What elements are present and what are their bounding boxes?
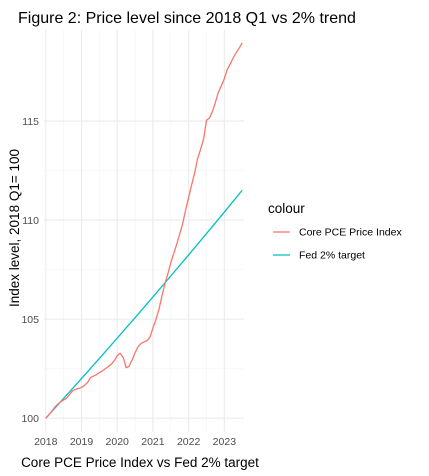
series-line-fed-2-target	[45, 189, 243, 419]
plot-panel	[44, 30, 244, 432]
legend-label: Fed 2% target	[299, 250, 365, 262]
series-line-core-pce-price-index	[45, 42, 243, 419]
x-tick-label: 2018	[34, 436, 58, 448]
grid-major	[44, 30, 244, 432]
y-tick-label: 110	[22, 215, 39, 227]
x-axis-title: Core PCE Price Index vs Fed 2% target	[21, 455, 259, 470]
x-tick-label: 2020	[106, 436, 130, 448]
x-tick-labels: 2018 2019 2020 2021 2022 2023	[34, 436, 236, 448]
y-axis-title: Index level, 2018 Q1= 100	[7, 149, 22, 307]
y-tick-labels: 100 105 110 115	[21, 116, 39, 425]
legend-items: Core PCE Price Index Fed 2% target	[273, 227, 402, 262]
x-tick-label: 2021	[141, 436, 165, 448]
x-tick-label: 2023	[213, 436, 237, 448]
y-tick-label: 100	[21, 413, 39, 425]
y-tick-label: 105	[21, 314, 39, 326]
x-tick-label: 2019	[70, 436, 94, 448]
grid-minor	[44, 30, 244, 432]
legend-label: Core PCE Price Index	[299, 227, 402, 239]
series-layer	[45, 42, 243, 419]
legend: colour Core PCE Price Index Fed 2% target	[268, 201, 402, 262]
legend-title: colour	[268, 201, 305, 216]
chart-title: Figure 2: Price level since 2018 Q1 vs 2…	[18, 10, 356, 27]
x-tick-label: 2022	[177, 436, 201, 448]
y-tick-label: 115	[22, 116, 39, 128]
